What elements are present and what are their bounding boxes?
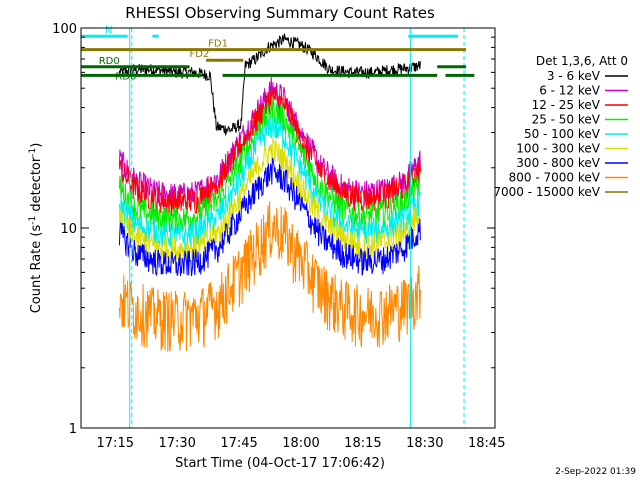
annotation-label: RD6 — [115, 71, 136, 82]
series-line — [118, 116, 421, 251]
legend-label: 800 - 7000 keV — [509, 171, 601, 185]
series-line — [118, 96, 421, 235]
x-tick-label: 18:00 — [282, 436, 319, 451]
series-line — [118, 201, 421, 353]
x-tick-label: 17:30 — [158, 436, 195, 451]
y-axis-label-sup: -1 — [28, 148, 38, 157]
y-axis-label-part: detector — [29, 156, 44, 216]
legend-label: 25 - 50 keV — [532, 113, 601, 127]
y-tick-label: 10 — [60, 222, 77, 237]
legend-label: 3 - 6 keV — [547, 69, 601, 83]
annotation-label: RD0 — [99, 56, 120, 67]
legend-label: 50 - 100 keV — [524, 127, 601, 141]
chart-title: RHESSI Observing Summary Count Rates — [125, 4, 435, 22]
y-axis-label-part: Count Rate (s — [29, 225, 44, 314]
legend-label: 7000 - 15000 keV — [493, 185, 600, 199]
x-axis-label: Start Time (04-Oct-17 17:06:42) — [175, 456, 385, 471]
legend-label: 6 - 12 keV — [539, 84, 601, 98]
y-axis-label-sup: -1 — [28, 216, 38, 225]
x-tick-label: 18:30 — [406, 436, 443, 451]
y-tick-label: 100 — [52, 22, 77, 37]
y-axis-label-part: ) — [29, 143, 44, 148]
series-line — [118, 86, 421, 217]
x-tick-label: 18:15 — [344, 436, 381, 451]
legend-label: 100 - 300 keV — [516, 142, 600, 156]
legend-label: 12 - 25 keV — [532, 98, 601, 112]
x-tick-label: 17:45 — [220, 436, 257, 451]
y-axis-label: Count Rate (s-1 detector-1) — [28, 143, 44, 314]
timestamp: 2-Sep-2022 01:39 — [555, 467, 636, 477]
annotation-label: N — [105, 25, 112, 36]
annotation-label: FD2 — [190, 49, 210, 60]
x-axis: 17:15 17:30 17:45 18:00 18:15 18:30 18:45 — [97, 436, 506, 451]
series-line — [118, 157, 421, 277]
annotation-label: FD1 — [208, 39, 228, 50]
y-tick-label: 1 — [69, 422, 77, 437]
legend-title: Det 1,3,6, Att 0 — [536, 54, 628, 68]
y-axis: 1 10 100 — [52, 22, 495, 437]
series-layer — [118, 33, 421, 353]
x-tick-label: 18:45 — [468, 436, 505, 451]
legend-label: 300 - 800 keV — [516, 156, 600, 170]
x-tick-label: 17:15 — [97, 436, 134, 451]
series-line — [118, 138, 421, 265]
